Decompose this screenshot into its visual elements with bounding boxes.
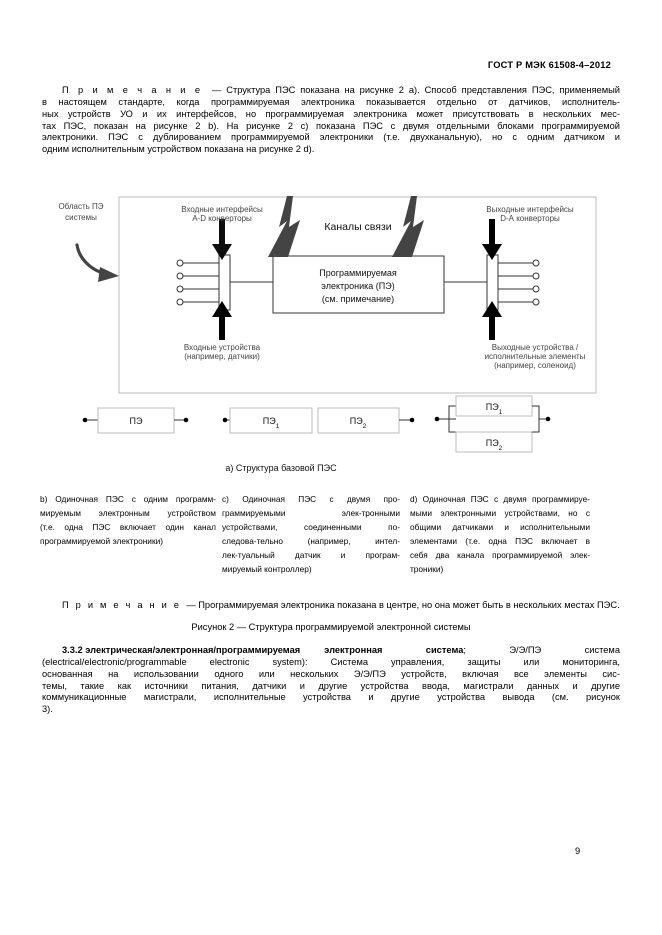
svg-text:(см. примечание): (см. примечание) bbox=[322, 294, 394, 304]
svg-text:Каналы связи: Каналы связи bbox=[324, 221, 391, 233]
svg-text:ПЭ2: ПЭ2 bbox=[350, 416, 367, 430]
svg-text:Выходные устройства /: Выходные устройства / bbox=[492, 343, 579, 352]
svg-text:Входные интерфейсы: Входные интерфейсы bbox=[181, 205, 263, 214]
svg-text:ПЭ: ПЭ bbox=[130, 416, 143, 426]
svg-text:ПЭ1: ПЭ1 bbox=[263, 416, 280, 430]
svg-text:(например, датчики): (например, датчики) bbox=[184, 352, 260, 361]
svg-text:А-D конверторы: А-D конверторы bbox=[192, 214, 252, 223]
svg-text:Выходные интерфейсы: Выходные интерфейсы bbox=[486, 205, 574, 214]
svg-text:системы: системы bbox=[65, 213, 97, 222]
svg-text:исполнительные элементы: исполнительные элементы bbox=[485, 352, 586, 361]
svg-text:ПЭ2: ПЭ2 bbox=[486, 438, 503, 452]
svg-text:Входные устройства: Входные устройства bbox=[184, 343, 261, 352]
svg-text:D-А конверторы: D-А конверторы bbox=[500, 214, 560, 223]
svg-text:электроника (ПЭ): электроника (ПЭ) bbox=[321, 281, 394, 291]
svg-text:Программируемая: Программируемая bbox=[319, 268, 397, 278]
svg-text:Область ПЭ: Область ПЭ bbox=[58, 202, 103, 211]
svg-text:а) Структура базовой ПЭС: а) Структура базовой ПЭС bbox=[225, 463, 337, 473]
svg-text:ПЭ1: ПЭ1 bbox=[486, 402, 503, 416]
svg-text:(например, соленоид): (например, соленоид) bbox=[494, 361, 576, 370]
